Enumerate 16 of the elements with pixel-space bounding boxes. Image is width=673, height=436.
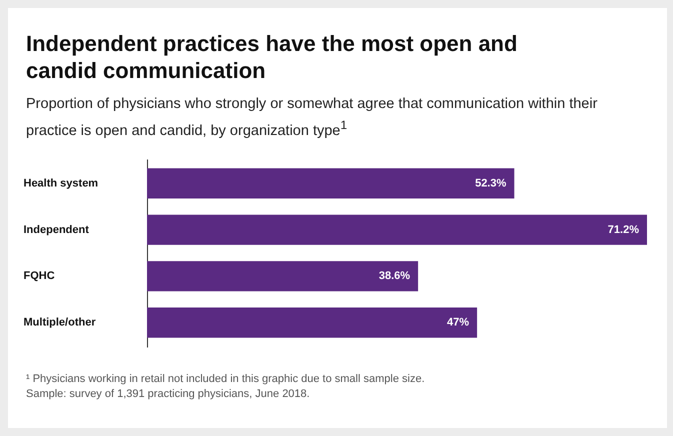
- y-tick-label: FQHC: [24, 270, 55, 282]
- y-tick-label: Independent: [24, 224, 90, 236]
- data-label: 47%: [447, 316, 470, 329]
- data-label: 52.3%: [475, 177, 506, 190]
- data-label: 71.2%: [608, 224, 640, 236]
- text: Sample: survey of 1,391 practicing physicians, June 2018.: [26, 387, 311, 402]
- y-tick-label: Multiple/other: [24, 316, 96, 329]
- text: ¹ Physicians working in retail not included in this graphic due to small sample size.: [26, 372, 425, 387]
- chart-subtitle: Proportion of physicians who strongly or somewhat agree that communication within their practice is open and candid, by organization type$^{1}$: [26, 95, 598, 141]
- bar: [147, 261, 418, 292]
- bar: [147, 168, 514, 198]
- y-tick-label: Health system: [24, 177, 98, 190]
- data-label: 38.6%: [378, 270, 410, 282]
- bar: [147, 214, 647, 245]
- chart-title: Independent practices have the most open and candid communication: [26, 30, 518, 84]
- bar: [147, 308, 478, 338]
